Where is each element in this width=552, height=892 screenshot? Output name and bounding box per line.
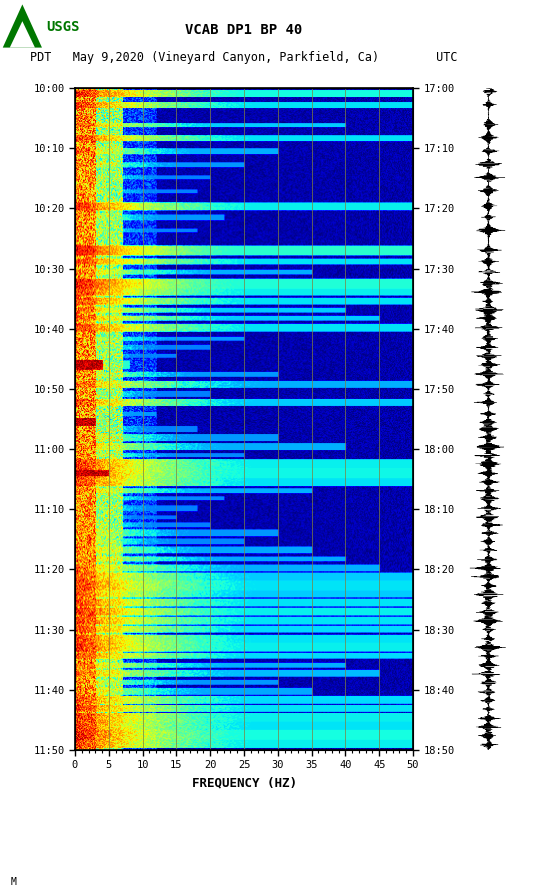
Polygon shape [3, 4, 42, 47]
Text: M: M [11, 877, 17, 887]
Text: USGS: USGS [46, 20, 79, 34]
Text: VCAB DP1 BP 40: VCAB DP1 BP 40 [185, 23, 302, 37]
X-axis label: FREQUENCY (HZ): FREQUENCY (HZ) [192, 776, 296, 789]
Polygon shape [10, 21, 35, 47]
Text: PDT   May 9,2020 (Vineyard Canyon, Parkfield, Ca)        UTC: PDT May 9,2020 (Vineyard Canyon, Parkfie… [30, 52, 458, 64]
